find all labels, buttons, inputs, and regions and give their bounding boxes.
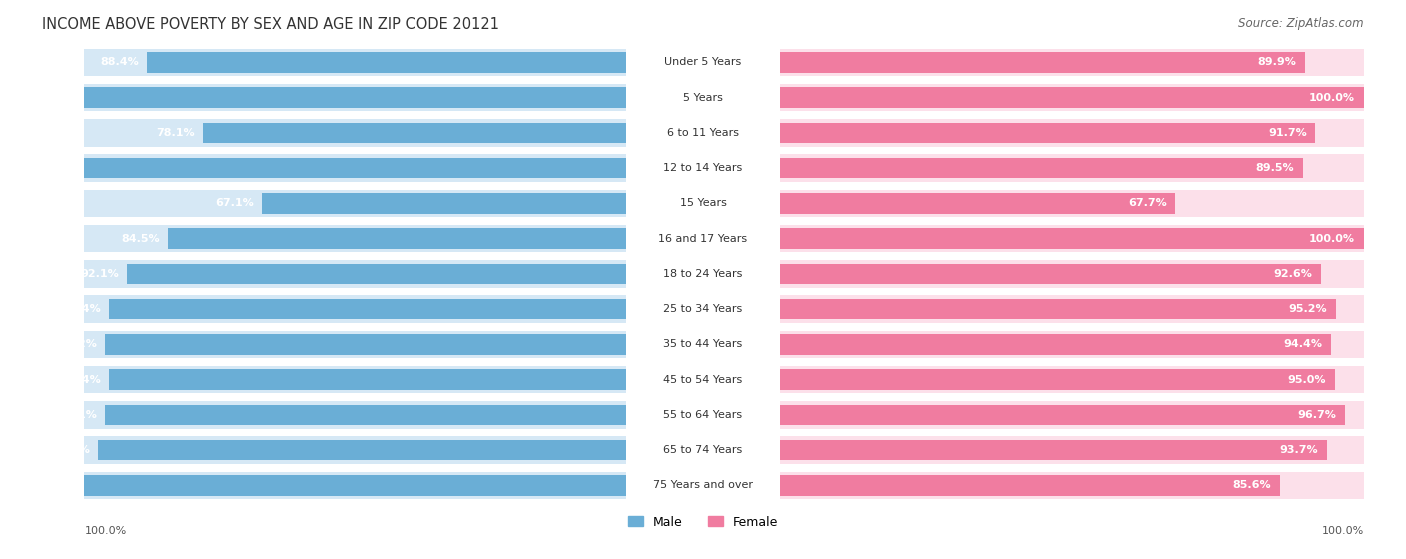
- Bar: [202, 122, 626, 143]
- Bar: [780, 158, 1302, 178]
- Text: 95.4%: 95.4%: [62, 375, 101, 385]
- Text: 45 to 54 Years: 45 to 54 Years: [664, 375, 742, 385]
- Bar: [84, 225, 626, 253]
- Text: 5 Years: 5 Years: [683, 93, 723, 103]
- Bar: [105, 405, 626, 425]
- Bar: [780, 87, 1364, 108]
- Bar: [110, 299, 626, 319]
- Bar: [780, 472, 1364, 499]
- Text: 6 to 11 Years: 6 to 11 Years: [666, 128, 740, 138]
- Text: Source: ZipAtlas.com: Source: ZipAtlas.com: [1239, 17, 1364, 30]
- Text: 96.2%: 96.2%: [58, 339, 97, 349]
- Text: 88.4%: 88.4%: [100, 58, 139, 67]
- Bar: [263, 193, 626, 214]
- Text: 89.9%: 89.9%: [1257, 58, 1296, 67]
- Bar: [84, 158, 626, 178]
- Text: 16 and 17 Years: 16 and 17 Years: [658, 234, 748, 244]
- Legend: Male, Female: Male, Female: [623, 510, 783, 533]
- Text: 85.6%: 85.6%: [1233, 481, 1271, 490]
- Bar: [780, 437, 1364, 464]
- Bar: [780, 440, 1327, 461]
- Bar: [84, 437, 626, 464]
- Bar: [84, 472, 626, 499]
- Bar: [780, 264, 1320, 284]
- Bar: [84, 119, 626, 146]
- Bar: [84, 84, 626, 111]
- Text: 15 Years: 15 Years: [679, 198, 727, 209]
- Bar: [780, 369, 1334, 390]
- Bar: [780, 193, 1175, 214]
- Bar: [780, 154, 1364, 182]
- Text: 100.0%: 100.0%: [1309, 93, 1355, 103]
- Text: 18 to 24 Years: 18 to 24 Years: [664, 269, 742, 279]
- Text: 25 to 34 Years: 25 to 34 Years: [664, 304, 742, 314]
- Bar: [780, 260, 1364, 288]
- Text: 67.7%: 67.7%: [1128, 198, 1167, 209]
- Text: 92.1%: 92.1%: [80, 269, 120, 279]
- Bar: [780, 366, 1364, 394]
- Bar: [84, 366, 626, 394]
- Text: 91.7%: 91.7%: [1268, 128, 1306, 138]
- Text: 100.0%: 100.0%: [84, 526, 127, 536]
- Bar: [84, 475, 626, 496]
- Text: 100.0%: 100.0%: [31, 163, 76, 173]
- Bar: [780, 84, 1364, 111]
- Text: 95.2%: 95.2%: [1288, 304, 1327, 314]
- Text: 94.4%: 94.4%: [1284, 339, 1323, 349]
- Text: 78.1%: 78.1%: [156, 128, 195, 138]
- Text: 100.0%: 100.0%: [31, 93, 76, 103]
- Bar: [84, 154, 626, 182]
- Bar: [98, 440, 626, 461]
- Bar: [780, 405, 1344, 425]
- Bar: [127, 264, 626, 284]
- Bar: [84, 190, 626, 217]
- Text: 55 to 64 Years: 55 to 64 Years: [664, 410, 742, 420]
- Text: 96.1%: 96.1%: [59, 410, 97, 420]
- Bar: [780, 401, 1364, 429]
- Text: 97.4%: 97.4%: [52, 445, 90, 455]
- Text: 93.7%: 93.7%: [1279, 445, 1319, 455]
- Bar: [84, 49, 626, 76]
- Bar: [780, 334, 1331, 354]
- Text: 12 to 14 Years: 12 to 14 Years: [664, 163, 742, 173]
- Bar: [780, 331, 1364, 358]
- Text: 100.0%: 100.0%: [1309, 234, 1355, 244]
- Text: 95.0%: 95.0%: [1288, 375, 1326, 385]
- Bar: [84, 401, 626, 429]
- Bar: [780, 225, 1364, 253]
- Text: 84.5%: 84.5%: [121, 234, 160, 244]
- Bar: [780, 122, 1316, 143]
- Text: 89.5%: 89.5%: [1256, 163, 1294, 173]
- Text: 96.7%: 96.7%: [1296, 410, 1336, 420]
- Bar: [84, 295, 626, 323]
- Text: 67.1%: 67.1%: [215, 198, 254, 209]
- Bar: [780, 119, 1364, 146]
- Text: 95.4%: 95.4%: [62, 304, 101, 314]
- Text: Under 5 Years: Under 5 Years: [665, 58, 741, 67]
- Bar: [780, 299, 1336, 319]
- Text: 35 to 44 Years: 35 to 44 Years: [664, 339, 742, 349]
- Bar: [780, 52, 1305, 73]
- Text: INCOME ABOVE POVERTY BY SEX AND AGE IN ZIP CODE 20121: INCOME ABOVE POVERTY BY SEX AND AGE IN Z…: [42, 17, 499, 32]
- Bar: [105, 334, 626, 354]
- Bar: [110, 369, 626, 390]
- Text: 100.0%: 100.0%: [31, 481, 76, 490]
- Bar: [84, 87, 626, 108]
- Bar: [780, 229, 1364, 249]
- Text: 100.0%: 100.0%: [1322, 526, 1364, 536]
- Bar: [780, 295, 1364, 323]
- Text: 65 to 74 Years: 65 to 74 Years: [664, 445, 742, 455]
- Bar: [780, 190, 1364, 217]
- Bar: [780, 475, 1279, 496]
- Bar: [148, 52, 626, 73]
- Text: 75 Years and over: 75 Years and over: [652, 481, 754, 490]
- Text: 92.6%: 92.6%: [1272, 269, 1312, 279]
- Bar: [84, 260, 626, 288]
- Bar: [84, 331, 626, 358]
- Bar: [780, 49, 1364, 76]
- Bar: [169, 229, 626, 249]
